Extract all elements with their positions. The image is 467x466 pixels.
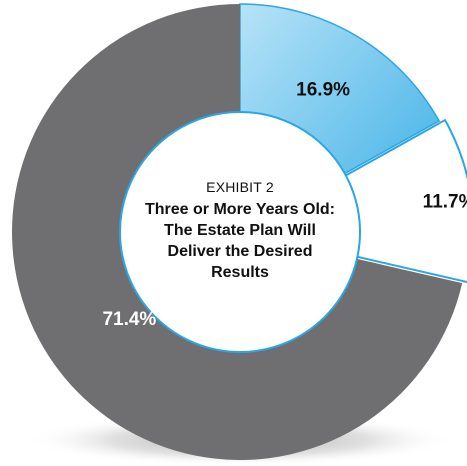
slice-label-2: 71.4%: [102, 309, 156, 330]
center-hole: [119, 111, 361, 353]
slice-label-1: 11.7%: [423, 191, 467, 212]
labels-group: 16.9% 11.7% 71.4%: [102, 79, 467, 330]
center-text: EXHIBIT 2 Three or More Years Old: The E…: [137, 179, 343, 283]
slice-label-0: 16.9%: [296, 79, 350, 100]
chart-title: Three or More Years Old: The Estate Plan…: [145, 201, 335, 281]
chart-subtitle: EXHIBIT 2: [206, 179, 274, 195]
